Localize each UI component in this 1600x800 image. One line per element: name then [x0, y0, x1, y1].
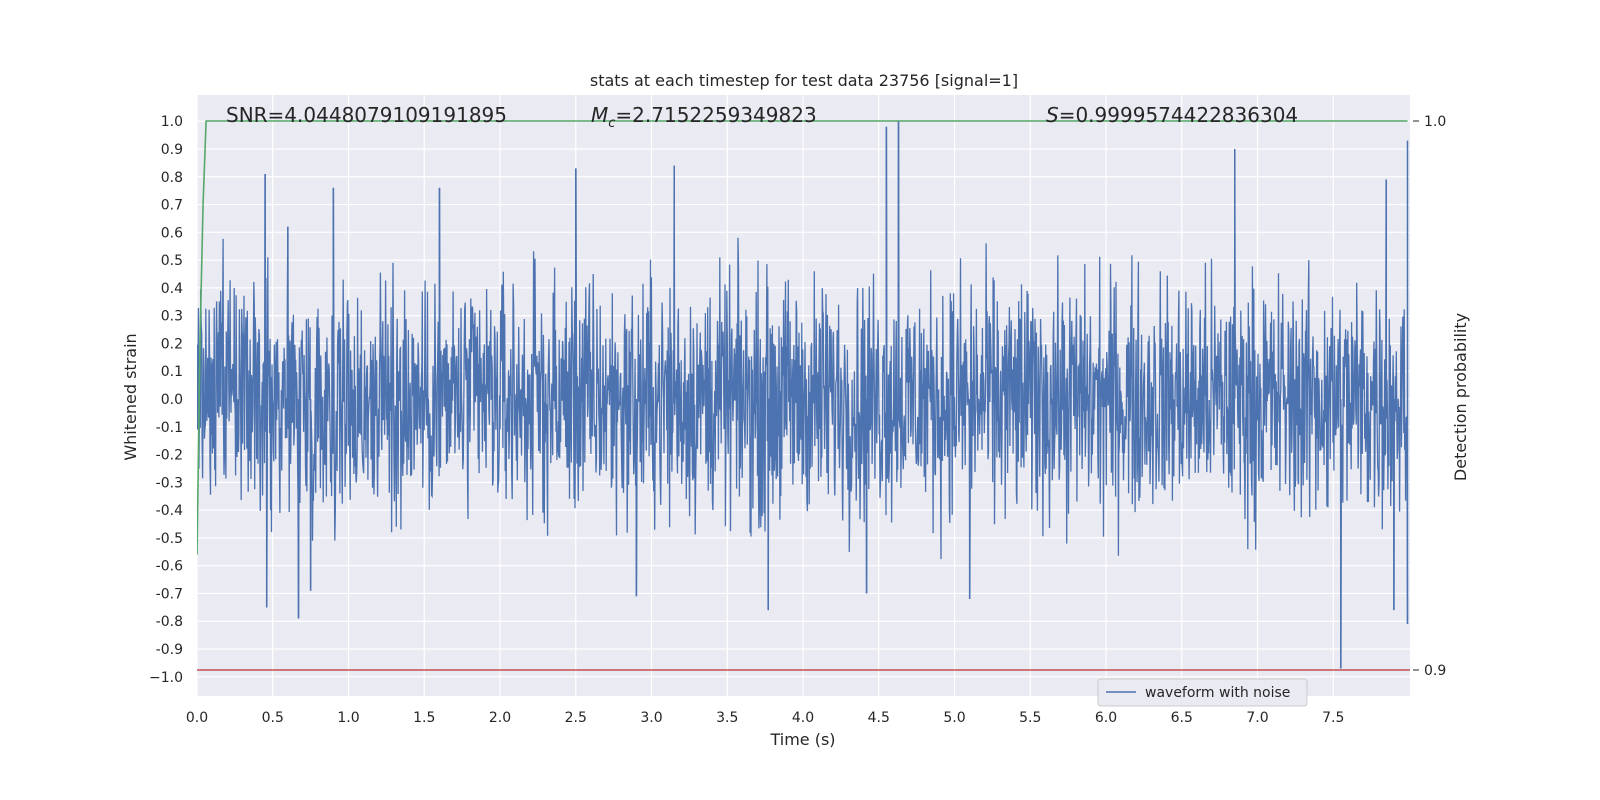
y-tick-label: 0.9 — [161, 142, 183, 158]
y-tick-label: -0.1 — [156, 420, 183, 436]
y-tick-label: 0.4 — [161, 281, 183, 297]
y-tick-label: 0.3 — [161, 309, 183, 325]
y-tick-label: −1.0 — [149, 670, 183, 686]
y-tick-label: -0.5 — [156, 531, 183, 547]
y2-axis-label: Detection probability — [1451, 313, 1470, 481]
waveform-series-line — [197, 121, 1409, 669]
x-tick-label: 3.0 — [640, 710, 662, 726]
y-tick-label: -0.4 — [156, 503, 183, 519]
x-tick-label: 6.5 — [1171, 710, 1193, 726]
y-tick-label: 0.8 — [161, 170, 183, 186]
y-tick-label: -0.3 — [156, 475, 183, 491]
y-tick-label: 0.6 — [161, 225, 183, 241]
x-tick-label: 1.0 — [337, 710, 359, 726]
y-tick-label: -0.6 — [156, 559, 183, 575]
annotation-mc-symbol: M — [591, 103, 608, 127]
annotation-s-symbol: S — [1046, 103, 1059, 127]
x-tick-label: 0.5 — [262, 710, 284, 726]
legend-box — [1097, 678, 1308, 707]
y-tick-label: -0.8 — [156, 614, 183, 630]
detection-probability-line — [197, 120, 1408, 555]
x-tick-label: 1.5 — [413, 710, 435, 726]
axes-layer: 0.0 0.5 1.0 1.5 2.0 2.5 3.0 3.5 4.0 4.5 5.0 5.5 6.0 6… — [149, 114, 1446, 726]
x-tick-label: 4.0 — [792, 710, 814, 726]
series-layer — [197, 120, 1410, 671]
annotation-s-value: =0.9999574422836304 — [1059, 103, 1298, 127]
y-tick-label: 0.7 — [161, 198, 183, 214]
x-tick-label: 5.5 — [1019, 710, 1041, 726]
legend: waveform with noise — [1097, 678, 1308, 707]
x-tick-label: 7.0 — [1246, 710, 1268, 726]
x-tick-label: 7.5 — [1322, 710, 1344, 726]
annotation-s: S=0.9999574422836304 — [1046, 103, 1298, 127]
y-axis-label: Whitened strain — [121, 333, 140, 460]
annotation-snr: SNR=4.0448079109191895 — [226, 103, 507, 127]
y-tick-label: 0.2 — [161, 336, 183, 352]
x-tick-label: 4.5 — [868, 710, 890, 726]
y-tick-label: 1.0 — [161, 114, 183, 130]
x-tick-label: 3.5 — [716, 710, 738, 726]
x-tick-label: 0.0 — [186, 710, 208, 726]
y2-tick-label: 0.9 — [1424, 663, 1446, 679]
y-tick-label: -0.2 — [156, 448, 183, 464]
x-tick-label: 6.0 — [1095, 710, 1117, 726]
x-axis-label: Time (s) — [769, 730, 835, 749]
y-tick-label: -0.7 — [156, 586, 183, 602]
y2-tick-label: 1.0 — [1424, 114, 1446, 130]
annotation-mc-subscript: c — [608, 116, 615, 131]
y-tick-label: -0.9 — [156, 642, 183, 658]
y-tick-label: 0.1 — [161, 364, 183, 380]
y-tick-label: 0.0 — [161, 392, 183, 408]
x-tick-label: 5.0 — [943, 710, 965, 726]
x-tick-label: 2.5 — [565, 710, 587, 726]
annotation-mc-value: =2.7152259349823 — [615, 103, 816, 127]
chart-title: stats at each timestep for test data 237… — [590, 71, 1018, 90]
x-tick-label: 2.0 — [489, 710, 511, 726]
legend-entry: waveform with noise — [1145, 685, 1290, 701]
y-tick-label: 0.5 — [161, 253, 183, 269]
annotation-mc: Mc=2.7152259349823 — [591, 103, 817, 131]
